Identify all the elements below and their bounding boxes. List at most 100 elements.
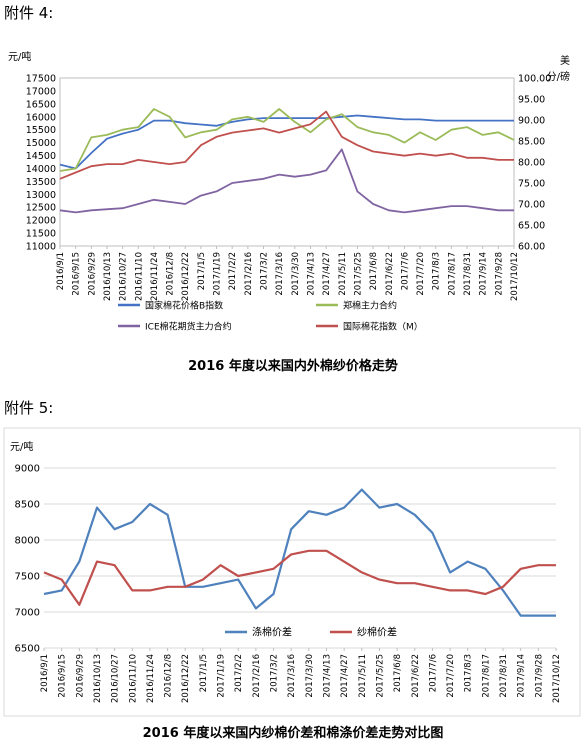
x-tick-label: 2017/8/31 <box>499 654 509 698</box>
x-tick-label: 2017/5/11 <box>338 252 348 296</box>
legend-label-1: 国家棉花价格B指数 <box>145 300 223 312</box>
y-right-tick-label: 90.00 <box>518 116 545 127</box>
x-tick-label: 2017/6/8 <box>393 654 403 692</box>
x-tick-label: 2016/9/1 <box>56 252 66 290</box>
x-tick-label: 2016/12/22 <box>181 654 191 703</box>
x-tick-label: 2017/5/11 <box>358 654 368 698</box>
x-tick-label: 2017/8/17 <box>447 252 457 296</box>
y-tick-label: 8500 <box>15 500 40 511</box>
chart1-caption: 2016 年度以来国内外棉纱价格走势 <box>188 359 398 374</box>
y-tick-label: 14000 <box>26 164 56 175</box>
legend-label-2: 郑棉主力合约 <box>343 300 397 312</box>
x-tick-label: 2017/2/2 <box>228 252 238 290</box>
y-tick-label: 7000 <box>15 608 40 619</box>
legend-label-4: 国际棉花指数（M） <box>343 321 423 333</box>
y-tick-label: 11500 <box>26 229 56 240</box>
legend-label-1: 涤棉价差 <box>252 626 292 639</box>
x-tick-label: 2017/4/27 <box>322 252 332 296</box>
x-tick-label: 2017/6/8 <box>369 252 379 290</box>
y-right-tick-label: 95.00 <box>518 95 545 106</box>
series-line-4 <box>59 110 514 180</box>
y-right-tick-label: 70.00 <box>518 200 545 211</box>
chart2-unit: 元/吨 <box>10 440 33 453</box>
y-right-tick-label: 60.00 <box>518 242 545 253</box>
x-tick-label: 2016/9/29 <box>75 654 85 698</box>
y-tick-label: 13500 <box>26 177 56 188</box>
y-tick-label: 17500 <box>26 74 56 85</box>
x-tick-label: 2016/9/15 <box>72 252 82 296</box>
x-tick-label: 2017/1/19 <box>217 654 227 698</box>
x-tick-label: 2017/4/13 <box>322 654 332 698</box>
legend-label-3: ICE棉花期货主力合约 <box>145 321 232 333</box>
y-tick-label: 12500 <box>26 203 56 214</box>
x-tick-label: 2016/12/8 <box>166 252 176 296</box>
x-tick-label: 2017/1/5 <box>197 252 207 290</box>
x-tick-label: 2016/10/13 <box>93 654 103 703</box>
y-tick-label: 11000 <box>26 242 56 253</box>
x-tick-label: 2017/9/28 <box>534 654 544 698</box>
chart1-right-unit: 美分/磅 <box>547 54 570 83</box>
x-tick-label: 2016/11/24 <box>150 252 160 301</box>
series-line-1 <box>43 488 556 617</box>
x-tick-label: 2017/2/16 <box>252 654 262 698</box>
y-tick-label: 16500 <box>26 99 56 110</box>
x-tick-label: 2017/8/3 <box>464 654 474 692</box>
y-tick-label: 14500 <box>26 151 56 162</box>
legend-label-2: 纱棉价差 <box>357 626 397 639</box>
x-tick-label: 2017/7/6 <box>400 252 410 290</box>
x-tick-label: 2017/3/30 <box>305 654 315 698</box>
y-tick-label: 17000 <box>26 86 56 97</box>
x-tick-label: 2017/10/12 <box>510 252 520 301</box>
x-tick-label: 2016/10/27 <box>119 252 129 301</box>
y-tick-label: 15500 <box>26 125 56 136</box>
y-right-tick-label: 85.00 <box>518 137 545 148</box>
x-tick-label: 2017/8/31 <box>463 252 473 296</box>
y-tick-label: 16000 <box>26 112 56 123</box>
chart-1: 元/吨 美分/磅 11000 11500 12000 12500 13000 13500 1… <box>8 50 570 333</box>
x-tick-label: 2017/8/17 <box>481 654 491 698</box>
y-tick-label: 15000 <box>26 138 56 149</box>
series-line-3 <box>59 148 514 214</box>
x-tick-label: 2017/7/20 <box>416 252 426 296</box>
x-tick-label: 2017/5/25 <box>353 252 363 296</box>
right-unit-line-2: 分/磅 <box>547 70 570 83</box>
x-tick-label: 2017/2/16 <box>244 252 254 296</box>
y-right-tick-label: 100.00 <box>518 74 551 85</box>
chart1-plot-frame <box>59 77 515 247</box>
y-tick-label: 8000 <box>15 536 40 547</box>
x-tick-label: 2017/2/2 <box>234 654 244 692</box>
x-tick-label: 2017/3/30 <box>291 252 301 296</box>
y-right-tick-label: 65.00 <box>518 221 545 232</box>
y-right-tick-label: 80.00 <box>518 158 545 169</box>
series-line-1 <box>59 114 514 170</box>
x-tick-label: 2017/1/19 <box>213 252 223 296</box>
y-tick-label: 6500 <box>15 644 40 655</box>
annex4-heading: 附件 4: <box>4 4 54 22</box>
x-tick-label: 2017/10/12 <box>552 654 562 703</box>
x-tick-label: 2017/6/22 <box>411 654 421 698</box>
x-tick-label: 2017/1/5 <box>199 654 209 692</box>
annex5-heading: 附件 5: <box>4 399 54 417</box>
y-tick-label: 12000 <box>26 216 56 227</box>
x-tick-label: 2016/9/1 <box>40 654 50 692</box>
right-unit-line-1: 美 <box>560 54 570 67</box>
y-tick-label: 13000 <box>26 190 56 201</box>
x-tick-label: 2017/8/3 <box>432 252 442 290</box>
x-tick-label: 2016/10/27 <box>111 654 121 703</box>
x-tick-label: 2016/11/10 <box>128 654 138 703</box>
x-tick-label: 2017/5/25 <box>375 654 385 698</box>
x-tick-label: 2016/11/10 <box>134 252 144 301</box>
y-right-tick-label: 75.00 <box>518 179 545 190</box>
x-tick-label: 2017/3/16 <box>275 252 285 296</box>
x-tick-label: 2017/9/28 <box>494 252 504 296</box>
chart1-left-unit: 元/吨 <box>8 50 31 63</box>
series-line-2 <box>43 549 556 606</box>
x-tick-label: 2017/6/22 <box>385 252 395 296</box>
x-tick-label: 2016/11/24 <box>146 654 156 703</box>
x-tick-label: 2017/4/27 <box>340 654 350 698</box>
y-tick-label: 9000 <box>15 464 40 475</box>
x-tick-label: 2017/9/14 <box>517 654 527 698</box>
chart2-caption: 2016 年度以来国内纱棉价差和棉涤价差走势对比图 <box>142 726 444 741</box>
x-tick-label: 2017/7/6 <box>428 654 438 692</box>
x-tick-label: 2016/9/15 <box>58 654 68 698</box>
